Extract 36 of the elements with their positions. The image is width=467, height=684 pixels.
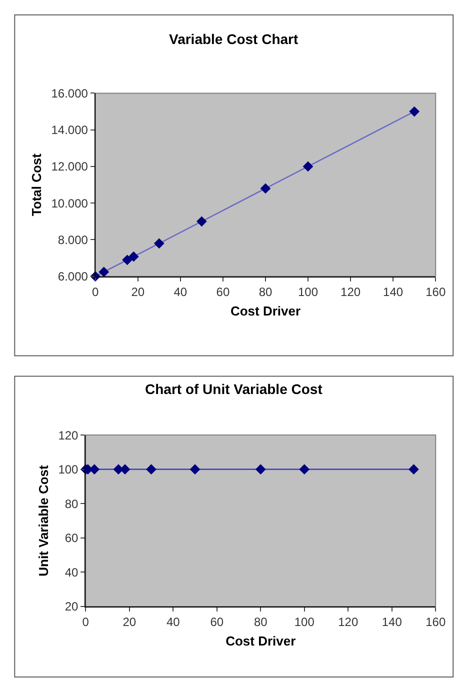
chart-title: Variable Cost Chart xyxy=(169,31,298,47)
y-tick-label: 14.000 xyxy=(51,123,88,138)
y-tick-label: 80 xyxy=(64,496,79,511)
chart-title: Chart of Unit Variable Cost xyxy=(145,381,323,397)
y-tick-label: 120 xyxy=(58,428,79,442)
x-tick-label: 140 xyxy=(382,614,402,629)
x-tick-label: 60 xyxy=(210,614,224,629)
x-tick-label: 80 xyxy=(254,614,268,629)
x-tick-label: 160 xyxy=(426,614,446,629)
y-tick-label: 60 xyxy=(64,531,79,546)
x-tick-label: 60 xyxy=(216,284,230,299)
y-tick-label: 6.000 xyxy=(58,270,88,284)
x-axis-title: Cost Driver xyxy=(226,633,296,648)
x-tick-label: 40 xyxy=(166,614,180,629)
y-axis-title: Unit Variable Cost xyxy=(36,464,52,576)
x-tick-label: 40 xyxy=(174,284,188,299)
y-tick-label: 10.000 xyxy=(51,196,88,210)
y-tick-label: 12.000 xyxy=(51,160,88,174)
y-axis-title: Total Cost xyxy=(29,152,44,216)
x-tick-label: 20 xyxy=(122,614,136,629)
x-tick-label: 0 xyxy=(82,614,90,629)
y-tick-label: 16.000 xyxy=(51,86,88,100)
x-tick-label: 160 xyxy=(426,284,446,299)
x-tick-label: 100 xyxy=(298,284,318,299)
x-tick-label: 140 xyxy=(383,284,404,299)
x-tick-label: 100 xyxy=(294,614,315,629)
x-tick-label: 80 xyxy=(258,284,272,299)
y-tick-label: 40 xyxy=(64,565,79,580)
x-tick-label: 120 xyxy=(338,614,358,629)
x-tick-label: 120 xyxy=(340,284,361,299)
x-tick-label: 20 xyxy=(131,284,145,299)
y-tick-label: 100 xyxy=(58,462,79,477)
y-tick-label: 8.000 xyxy=(58,232,88,247)
x-axis-title: Cost Driver xyxy=(230,303,301,318)
y-tick-label: 20 xyxy=(64,600,79,614)
x-tick-label: 0 xyxy=(92,284,100,299)
